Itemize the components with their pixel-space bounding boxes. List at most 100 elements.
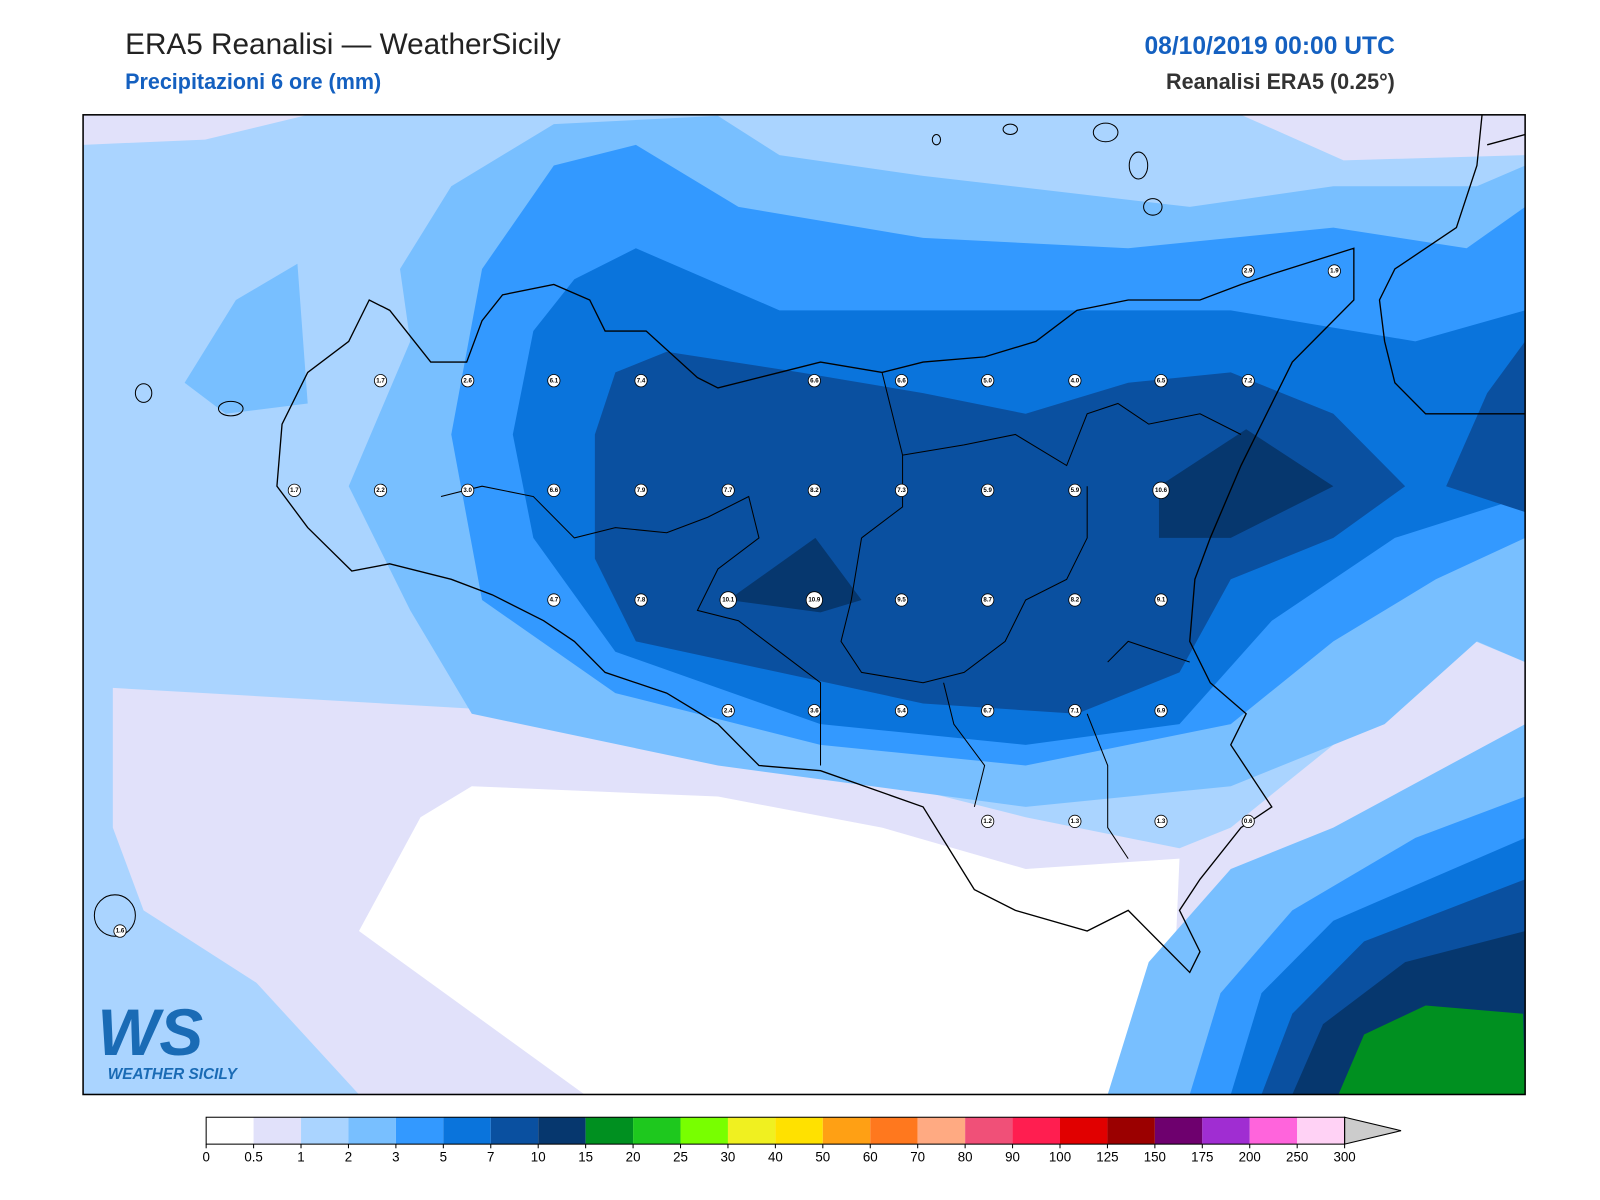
precip-field (83, 114, 1526, 1095)
station-value: 1.9 (1330, 268, 1339, 275)
station-value: 10.1 (722, 597, 735, 604)
colorbar-tick-label: 5 (440, 1150, 447, 1165)
station-marker (1241, 814, 1255, 829)
colorbar-tick-label: 175 (1191, 1150, 1213, 1165)
colorbar-tick-label: 60 (863, 1150, 878, 1165)
station-value: 2.6 (463, 377, 472, 384)
station-marker (547, 483, 561, 497)
colorbar-swatch (443, 1117, 491, 1145)
colorbar-swatch (253, 1117, 302, 1145)
station-value: 1.6 (116, 928, 125, 935)
station-value: 2.2 (376, 487, 385, 494)
colorbar-tick-label: 80 (958, 1150, 973, 1165)
colorbar-swatch (1154, 1117, 1203, 1145)
station-value: 7.4 (637, 377, 646, 384)
station-value: 9.1 (1157, 597, 1166, 604)
station-marker (1068, 593, 1082, 607)
station-value: 4.7 (550, 597, 559, 604)
colorbar-swatch (1107, 1117, 1155, 1145)
station-marker (721, 483, 735, 497)
colorbar-swatch (301, 1117, 349, 1145)
colorbar-tick-label: 3 (392, 1150, 399, 1165)
colorbar-swatch (206, 1117, 254, 1145)
station-marker (373, 374, 388, 388)
station-value: 9.5 (897, 597, 906, 604)
station-value: 10.6 (1155, 487, 1168, 494)
station-marker (894, 704, 909, 718)
station-marker (1241, 374, 1255, 388)
station-marker (981, 704, 995, 718)
station-marker (1154, 814, 1168, 829)
subtitle: Precipitazioni 6 ore (mm) (125, 69, 381, 94)
colorbar-swatch (727, 1117, 776, 1145)
colorbar-swatch (538, 1117, 586, 1145)
colorbar-swatch (870, 1117, 918, 1145)
colorbar-tick-label: 20 (626, 1150, 641, 1165)
station-marker (894, 593, 909, 607)
station-marker (634, 483, 648, 497)
station-value: 5.0 (983, 377, 992, 384)
station-value: 7.1 (1071, 707, 1080, 714)
station-marker (461, 483, 475, 497)
station-marker (547, 374, 561, 388)
station-marker (287, 483, 301, 497)
station-marker (719, 591, 737, 609)
station-marker (981, 374, 995, 388)
station-value: 6.5 (1157, 377, 1166, 384)
colorbar-tick-label: 1 (297, 1150, 304, 1165)
station-marker (1154, 374, 1168, 388)
colorbar-swatch (680, 1117, 728, 1145)
station-value: 1.3 (1071, 818, 1080, 825)
station-value: 7.3 (897, 487, 906, 494)
station-marker (113, 924, 127, 938)
station-value: 7.7 (724, 487, 733, 494)
date: 08/10/2019 00:00 UTC (1144, 33, 1395, 60)
station-value: 7.2 (1244, 377, 1253, 384)
colorbar-tick-label: 7 (487, 1150, 494, 1165)
colorbar-swatch (1202, 1117, 1250, 1145)
colorbar-tick-label: 90 (1005, 1150, 1020, 1165)
station-marker (807, 374, 821, 388)
station-marker (1068, 374, 1082, 388)
station-marker (373, 483, 388, 497)
colorbar-swatch (775, 1117, 823, 1145)
map-frame (82, 114, 1526, 1096)
station-marker (1068, 483, 1082, 497)
station-marker (547, 593, 561, 607)
colorbar-tick-label: 200 (1239, 1150, 1261, 1165)
station-marker (461, 374, 475, 388)
station-value: 8.2 (1071, 597, 1080, 604)
colorbar: 0 0.5 1 2 3 5 7 10 15 20 25 30 40 50 60 70 80 90 100 125 150… (202, 1116, 1402, 1165)
station-value: 1.3 (1157, 818, 1166, 825)
station-value: 6.6 (810, 377, 819, 384)
colorbar-tick-label: 70 (910, 1150, 925, 1165)
colorbar-tick-label: 125 (1096, 1150, 1118, 1165)
colorbar-swatch (348, 1117, 396, 1145)
logo-text: WEATHER SICILY (108, 1066, 239, 1083)
station-value: 6.9 (1157, 707, 1166, 714)
stations: 2.9 1.9 1.7 2.6 6.1 7.4 6.6 6.6 5.0 4.0 6.5 7.2 1.7 2… (113, 264, 1341, 938)
station-marker (1327, 264, 1341, 278)
station-marker (981, 814, 995, 829)
colorbar-swatch (822, 1117, 871, 1145)
colorbar-swatch (1297, 1117, 1345, 1145)
station-marker (634, 593, 648, 607)
station-value: 8.2 (810, 487, 819, 494)
station-value: 7.9 (637, 487, 646, 494)
colorbar-swatch (1249, 1117, 1298, 1145)
colorbar-tick-label: 0.5 (244, 1150, 263, 1165)
colorbar-swatch (1060, 1117, 1108, 1145)
station-value: 6.1 (550, 377, 559, 384)
station-marker (981, 483, 995, 497)
colorbar-swatch (965, 1117, 1013, 1145)
station-marker (981, 593, 995, 607)
colorbar-tick-label: 2 (345, 1150, 352, 1165)
station-value: 5.9 (1071, 487, 1080, 494)
station-marker (894, 483, 909, 497)
station-marker (1152, 481, 1170, 500)
title: ERA5 Reanalisi — WeatherSicily (125, 28, 561, 61)
station-value: 1.2 (983, 818, 992, 825)
station-value: 5.4 (897, 707, 906, 714)
